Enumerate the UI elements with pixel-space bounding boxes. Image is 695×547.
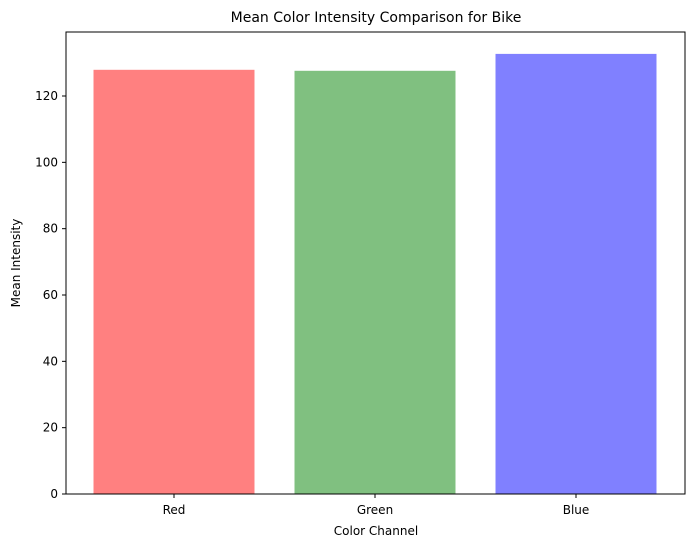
plot-frame bbox=[65, 31, 686, 495]
y-tick-label: 120 bbox=[35, 89, 58, 103]
y-tick-label: 20 bbox=[43, 421, 58, 435]
y-axis-label: Mean Intensity bbox=[9, 219, 23, 308]
chart-title: Mean Color Intensity Comparison for Bike bbox=[231, 10, 522, 26]
x-axis-label: Color Channel bbox=[334, 524, 418, 538]
x-tick-label: Green bbox=[357, 503, 393, 517]
y-axis-ticks: 0 20 40 60 80 100 120 bbox=[35, 89, 66, 501]
y-tick-label: 80 bbox=[43, 222, 58, 236]
x-tick-label: Blue bbox=[563, 503, 590, 517]
x-axis-ticks: Red Green Blue bbox=[163, 494, 590, 517]
bar-green bbox=[294, 70, 456, 495]
x-tick-label: Red bbox=[163, 503, 186, 517]
y-tick-label: 0 bbox=[50, 487, 58, 501]
y-tick-label: 100 bbox=[35, 155, 58, 169]
y-tick-label: 40 bbox=[43, 354, 58, 368]
bar-blue bbox=[495, 53, 657, 495]
y-tick-label: 60 bbox=[43, 288, 58, 302]
bar-red bbox=[93, 69, 255, 494]
bars bbox=[93, 53, 657, 495]
